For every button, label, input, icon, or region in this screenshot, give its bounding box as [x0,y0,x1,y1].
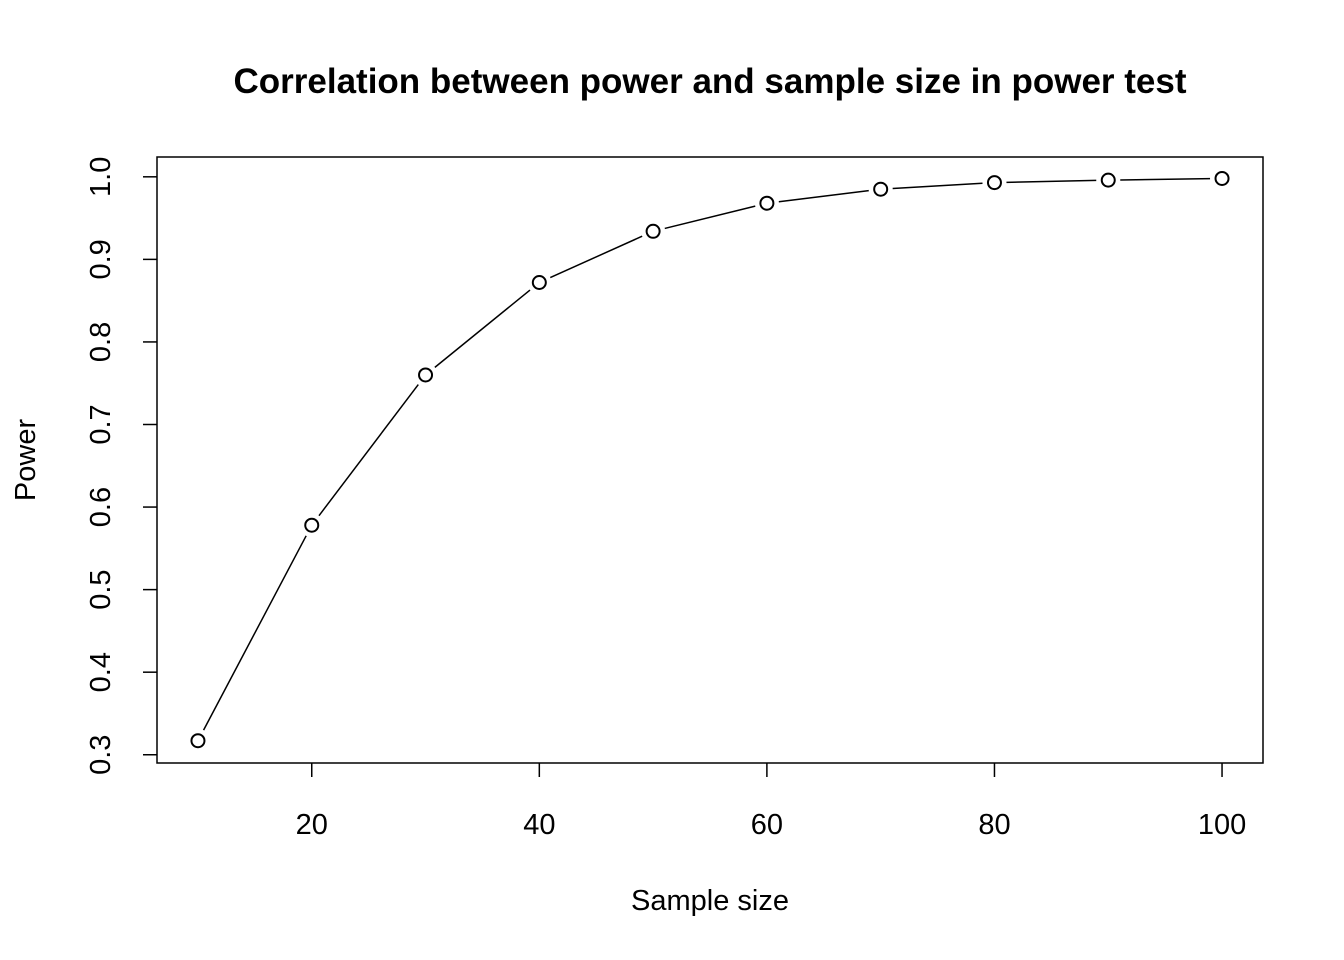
x-tick-label: 40 [523,809,555,841]
chart-title: Correlation between power and sample siz… [234,62,1187,101]
y-axis: 0.3 0.4 0.5 0.6 0.7 0.8 0.9 1.0 [85,157,157,775]
y-tick-label: 0.4 [85,652,117,692]
data-point-100 [1214,170,1230,186]
x-tick-label: 20 [296,809,328,841]
x-tick-label: 100 [1198,809,1246,841]
x-axis: 20 40 60 80 100 [296,763,1246,841]
line-segment [549,235,643,279]
y-tick-label: 1.0 [85,157,117,197]
x-tick-label: 60 [751,809,783,841]
line-segment [202,535,307,731]
x-tick-label: 80 [978,809,1010,841]
series-points [190,170,1230,749]
data-point-30 [418,367,434,383]
data-point-90 [1100,172,1116,188]
data-point-10 [190,733,206,749]
line-segment [318,384,419,517]
y-tick-label: 0.8 [85,322,117,362]
y-tick-label: 0.7 [85,404,117,444]
data-point-80 [986,175,1002,191]
y-tick-label: 0.9 [85,239,117,279]
data-point-20 [304,517,320,533]
line-segment [664,205,756,230]
y-axis-label: Power [10,419,42,502]
line-segment [778,189,869,203]
line-segment [1006,179,1097,184]
x-axis-label: Sample size [631,885,789,917]
plot-frame [156,156,1264,764]
line-segment [434,289,531,368]
data-point-60 [759,195,775,211]
y-tick-label: 0.5 [85,569,117,609]
series-line [202,177,1211,731]
y-tick-label: 0.6 [85,487,117,527]
data-point-70 [873,181,889,197]
y-tick-label: 0.3 [85,735,117,775]
line-segment [892,182,983,190]
line-segment [1120,177,1211,181]
data-point-50 [645,223,661,239]
data-point-40 [531,274,547,290]
